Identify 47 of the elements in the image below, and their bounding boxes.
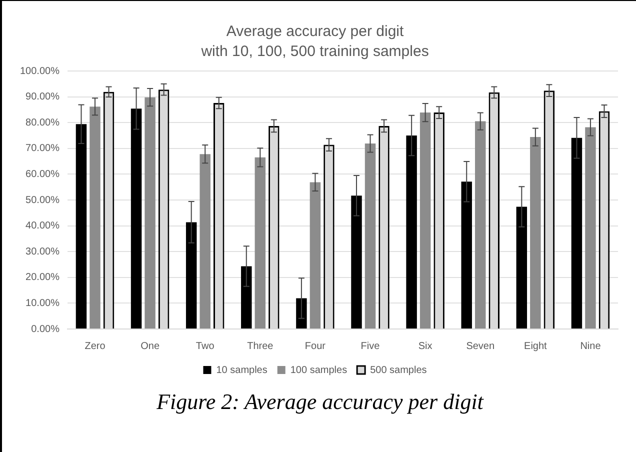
bar <box>461 182 472 328</box>
x-tick-label: Four <box>304 340 326 352</box>
y-tick-label: 90.00% <box>26 92 60 103</box>
bar <box>571 138 582 328</box>
bar <box>186 222 197 328</box>
chart-subtitle: with 10, 100, 500 training samples <box>200 43 429 60</box>
chart-title: Average accuracy per digit <box>226 23 404 40</box>
y-tick-label: 40.00% <box>26 220 60 232</box>
legend-label: 10 samples <box>216 364 268 376</box>
x-tick-label: Three <box>247 340 274 352</box>
bar <box>144 97 156 328</box>
bar <box>516 206 528 328</box>
y-tick-label: 10.00% <box>26 298 60 309</box>
bar <box>406 136 417 328</box>
bar <box>585 127 596 328</box>
caption: Figure 2: Average accuracy per digit <box>156 389 485 415</box>
legend-label: 100 samples <box>290 364 348 376</box>
bar <box>241 266 252 328</box>
x-tick-label: Nine <box>580 340 602 352</box>
x-tick-label: Two <box>196 340 215 352</box>
x-tick-label: Five <box>360 340 380 352</box>
bar <box>200 154 210 328</box>
bar <box>364 144 376 328</box>
bar <box>310 182 321 328</box>
y-tick-label: 100.00% <box>20 66 60 77</box>
x-tick-label: Eight <box>524 340 548 352</box>
y-tick-label: 50.00% <box>26 194 60 206</box>
bar <box>296 298 307 328</box>
x-tick-label: One <box>140 340 160 352</box>
y-tick-label: 20.00% <box>26 272 60 284</box>
y-tick-label: 80.00% <box>26 117 60 128</box>
bar <box>90 106 100 328</box>
y-tick-label: 60.00% <box>26 168 60 180</box>
bar <box>130 108 142 328</box>
y-tick-label: 0.00% <box>31 324 60 335</box>
bar <box>254 157 266 328</box>
bar <box>530 137 541 328</box>
y-tick-label: 30.00% <box>26 246 60 258</box>
legend-label: 500 samples <box>370 364 427 376</box>
bar <box>475 121 486 328</box>
y-tick-label: 70.00% <box>26 143 60 154</box>
bar <box>351 196 362 328</box>
bar <box>420 112 431 328</box>
bar <box>76 124 87 328</box>
x-tick-label: Zero <box>84 340 106 352</box>
x-tick-label: Six <box>418 340 432 352</box>
x-tick-label: Seven <box>466 340 495 352</box>
